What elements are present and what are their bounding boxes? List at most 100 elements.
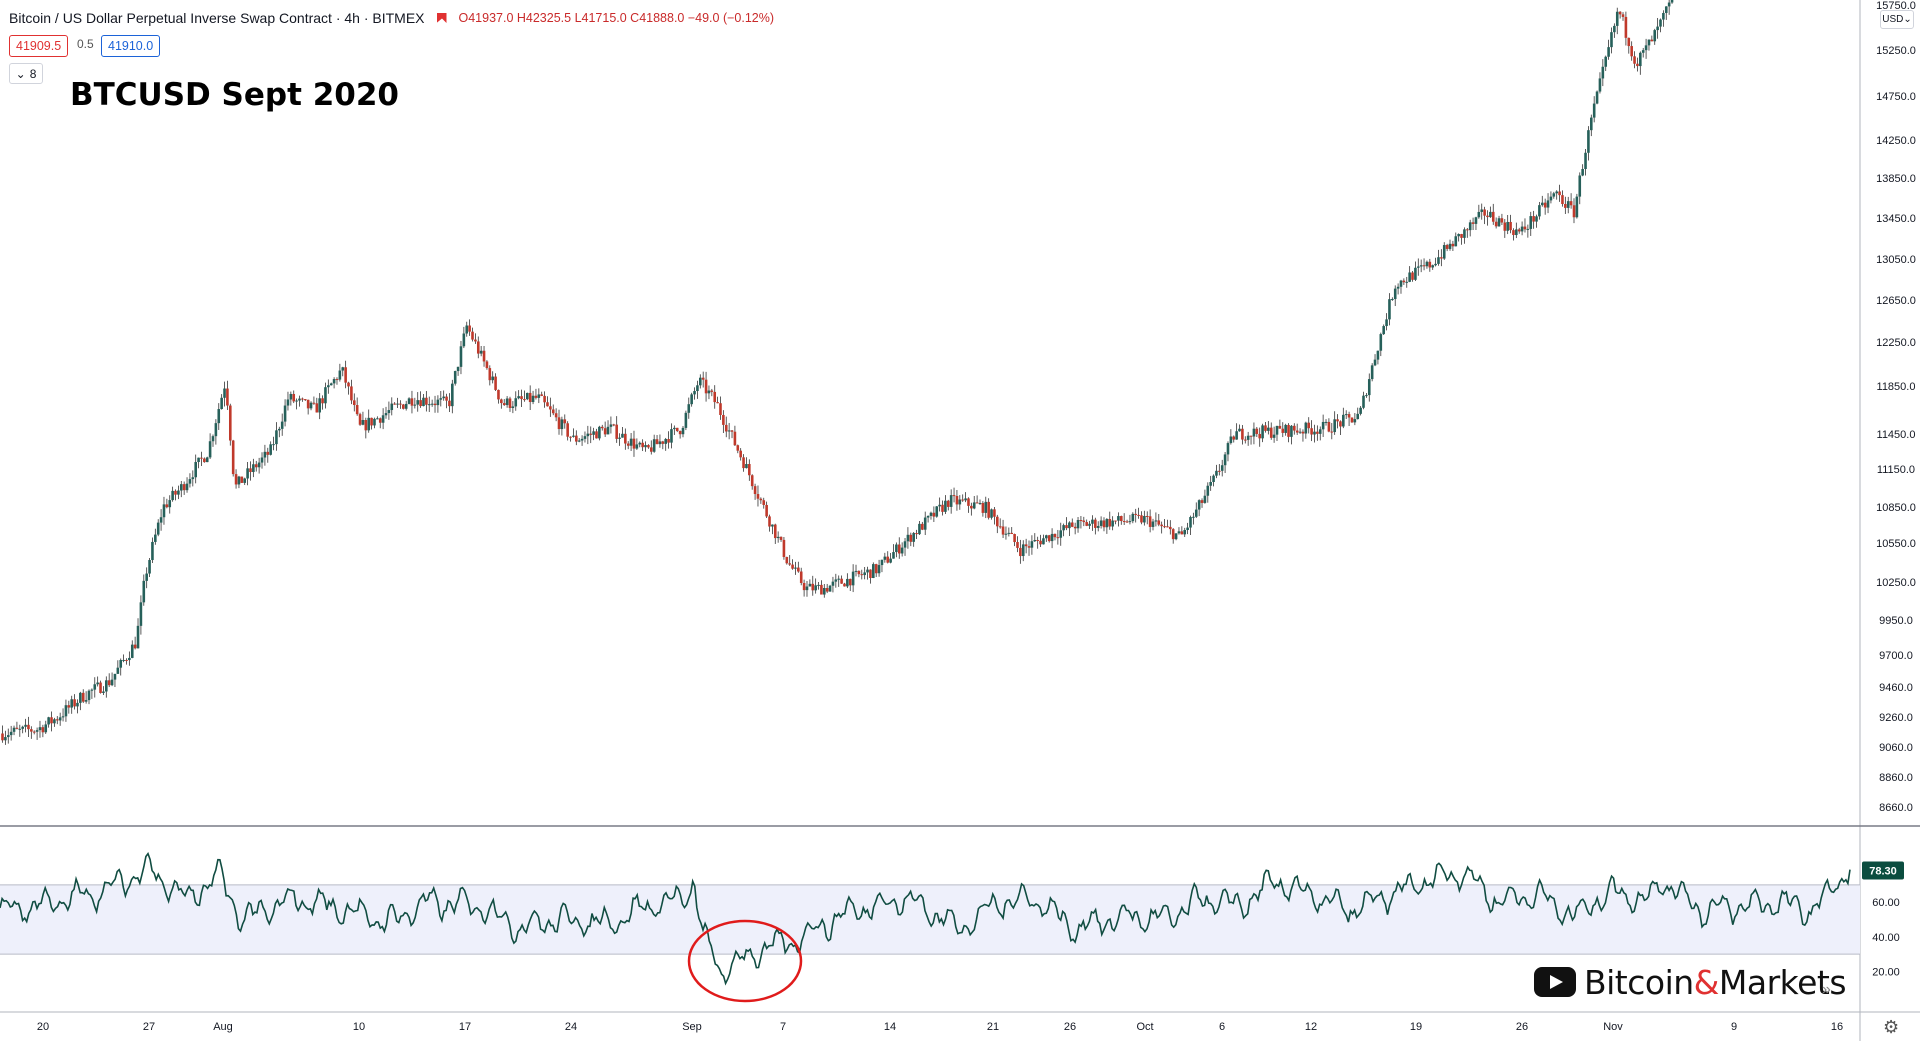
- candle-body: [1549, 196, 1553, 201]
- candle-body: [661, 441, 665, 444]
- candle-body: [1339, 421, 1342, 427]
- candle-body: [35, 730, 39, 732]
- candle-body: [846, 578, 849, 587]
- candle-body: [1399, 280, 1403, 287]
- candle-body: [733, 431, 737, 446]
- candle-body: [822, 587, 826, 595]
- candle-body: [1592, 103, 1596, 118]
- candle-body: [693, 391, 696, 395]
- time-tick-label: 26: [1064, 1021, 1076, 1033]
- candle-body: [563, 419, 567, 424]
- price-tick-label: 13850.0: [1876, 173, 1916, 185]
- candle-body: [1096, 525, 1100, 528]
- candle-body: [136, 625, 140, 649]
- candle-body: [776, 536, 780, 539]
- time-tick-label: Oct: [1136, 1021, 1153, 1033]
- candle-body: [690, 394, 693, 405]
- candle-body: [93, 684, 97, 690]
- rsi-line: [0, 852, 1851, 986]
- candle-body: [1552, 193, 1556, 197]
- candle-body: [174, 490, 177, 495]
- time-tick-label: 24: [565, 1021, 577, 1033]
- candle-body: [505, 398, 509, 406]
- candle-body: [1068, 522, 1071, 529]
- candle-body: [1601, 66, 1605, 79]
- rsi-tick-label: 60.00: [1872, 897, 1900, 909]
- candle-body: [38, 727, 42, 731]
- candle-body: [318, 398, 321, 413]
- candle-body: [722, 414, 725, 425]
- candle-body: [1659, 19, 1662, 27]
- candle-body: [996, 516, 999, 527]
- indicators-collapse-button[interactable]: ⌄ 8: [9, 63, 43, 84]
- candle-body: [713, 391, 717, 403]
- youtube-play-icon: [1534, 967, 1576, 997]
- candle-body: [886, 556, 890, 563]
- candle-body: [1062, 525, 1065, 531]
- candle-body: [1595, 91, 1599, 104]
- candle-body: [324, 387, 327, 404]
- candle-body: [952, 495, 956, 497]
- candle-body: [1117, 516, 1120, 521]
- candle-body: [312, 402, 316, 404]
- candle-body: [1137, 514, 1140, 516]
- candle-body: [1223, 454, 1227, 466]
- candle-body: [177, 490, 180, 495]
- candle-body: [537, 394, 541, 398]
- candle-body: [1212, 475, 1215, 482]
- candle-body: [1477, 211, 1481, 218]
- candle-body: [635, 444, 639, 449]
- candle-body: [1546, 200, 1550, 208]
- candle-body: [107, 680, 111, 686]
- candle-body: [32, 731, 36, 733]
- candle-body: [226, 388, 229, 406]
- ask-price-button[interactable]: 41910.0: [101, 35, 161, 57]
- price-tick-label: 15250.0: [1876, 45, 1916, 57]
- candle-body: [595, 431, 598, 439]
- candle-body: [502, 403, 506, 406]
- candle-body: [557, 417, 561, 430]
- candle-body: [1267, 427, 1270, 431]
- candle-body: [817, 584, 820, 586]
- candle-body: [358, 414, 362, 425]
- bid-price-button[interactable]: 41909.5: [9, 35, 69, 57]
- candle-body: [1269, 427, 1273, 438]
- candle-body: [799, 571, 803, 584]
- candle-body: [929, 512, 933, 516]
- candle-body: [1042, 538, 1045, 545]
- candle-body: [1304, 422, 1308, 434]
- currency-dropdown[interactable]: USD ⌄: [1880, 10, 1914, 29]
- candle-body: [1405, 281, 1409, 283]
- candle-body: [468, 325, 471, 332]
- candle-body: [1451, 243, 1455, 247]
- candle-body: [883, 556, 887, 560]
- gear-icon[interactable]: ⚙: [1883, 1017, 1900, 1037]
- candle-body: [1422, 265, 1426, 267]
- indicator-count: 8: [29, 66, 37, 81]
- scroll-to-latest-icon[interactable]: »: [1822, 981, 1831, 998]
- candle-body: [1569, 201, 1573, 206]
- candle-body: [1379, 334, 1383, 351]
- candle-body: [765, 504, 768, 517]
- candle-body: [944, 500, 947, 512]
- candle-body: [1633, 56, 1636, 64]
- candle-body: [1, 733, 4, 741]
- candle-body: [1001, 526, 1005, 535]
- candle-body: [1607, 47, 1610, 57]
- candle-body: [699, 377, 702, 386]
- candle-body: [1644, 45, 1648, 51]
- price-tick-label: 14250.0: [1876, 135, 1916, 147]
- candle-body: [197, 457, 200, 463]
- candle-body: [569, 436, 572, 438]
- candle-body: [1667, 2, 1671, 7]
- candle-body: [1177, 531, 1181, 534]
- candle-body: [673, 427, 676, 430]
- candle-body: [1238, 428, 1241, 432]
- candle-body: [1007, 532, 1011, 534]
- candle-body: [327, 385, 330, 388]
- rsi-last-value-badge: [1862, 861, 1904, 880]
- time-tick-label: 7: [780, 1021, 786, 1033]
- time-tick-label: 12: [1305, 1021, 1317, 1033]
- candle-body: [955, 495, 959, 505]
